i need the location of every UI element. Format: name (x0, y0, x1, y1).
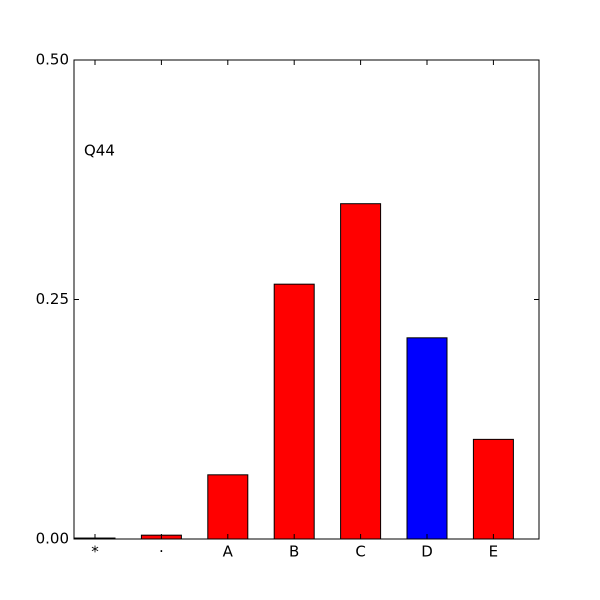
x-tick-label: B (289, 543, 299, 561)
y-tick-label: 0.25 (36, 290, 69, 308)
annotation: Q44 (84, 142, 115, 160)
x-tick-label: D (421, 543, 433, 561)
x-tick-label: A (223, 543, 234, 561)
bar (406, 337, 448, 540)
x-tick-label: · (159, 543, 164, 561)
x-tick-label: C (355, 543, 365, 561)
bar (340, 203, 382, 540)
x-tick-label: * (91, 543, 99, 561)
y-tick-label: 0.50 (36, 51, 69, 69)
bar (207, 474, 249, 540)
x-tick-label: E (489, 543, 498, 561)
bar (273, 283, 315, 540)
y-tick-label: 0.00 (36, 530, 69, 548)
bar (472, 438, 514, 540)
plot-frame (73, 59, 540, 540)
